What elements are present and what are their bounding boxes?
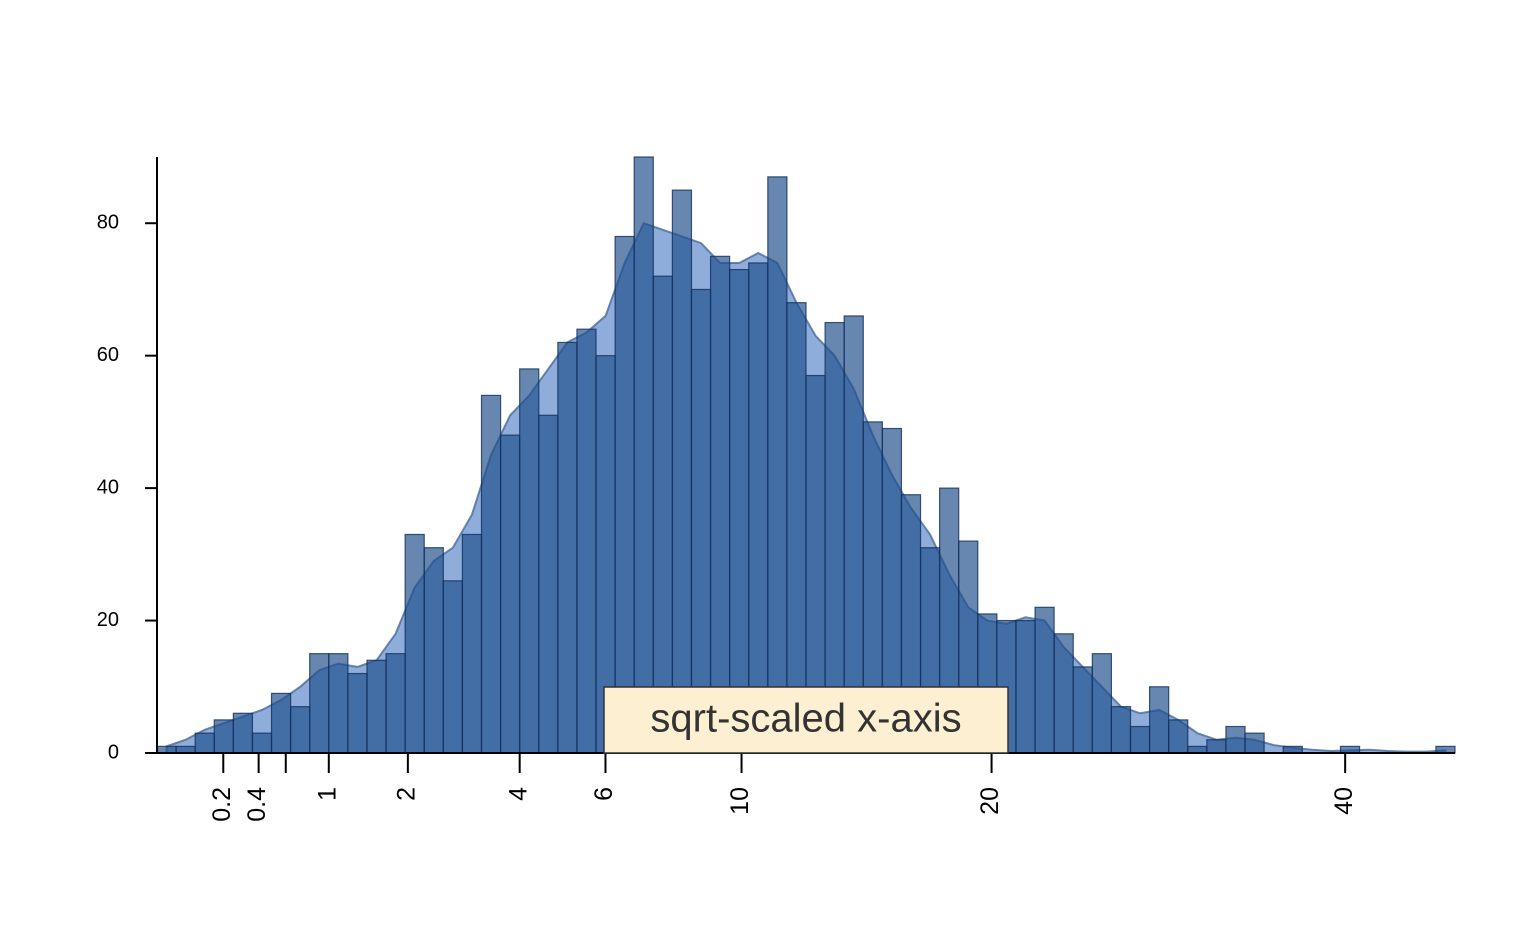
x-tick-label: 10: [726, 787, 754, 815]
annotation-box: [603, 686, 1009, 754]
bar: [290, 706, 311, 754]
x-tick-label: 40: [1330, 787, 1358, 815]
bar: [1034, 606, 1055, 754]
y-tick-label: 80: [97, 212, 119, 234]
y-tick-label: 60: [97, 344, 119, 366]
bar: [499, 434, 521, 754]
bar: [729, 268, 750, 754]
y-tick-label: 0: [108, 741, 119, 763]
bar: [519, 368, 540, 754]
bar: [480, 394, 502, 754]
x-tick-label: 20: [976, 787, 1004, 815]
bar: [366, 659, 387, 754]
y-tick-label: 20: [97, 609, 119, 631]
bar: [270, 692, 292, 754]
x-tick-label: 0.2: [208, 787, 236, 822]
bar: [347, 672, 368, 754]
x-tick-label: 2: [392, 787, 420, 801]
bar: [1225, 725, 1246, 754]
x-tick-label: 0.4: [243, 787, 271, 822]
bar: [748, 262, 769, 754]
bar: [1091, 653, 1113, 754]
bar: [385, 653, 406, 754]
bar: [652, 275, 673, 754]
x-tick-label: 4: [504, 787, 532, 801]
bar: [557, 341, 578, 754]
bar: [1053, 633, 1074, 754]
bar: [423, 547, 444, 754]
bar: [213, 719, 234, 754]
bar: [538, 414, 559, 754]
bar: [709, 255, 731, 754]
bar: [328, 653, 349, 754]
annotation: sqrt-scaled x-axis: [603, 686, 1009, 754]
bar: [442, 580, 464, 754]
bar: [671, 189, 693, 754]
bar: [1015, 619, 1036, 754]
bar: [1244, 732, 1265, 754]
bar: [461, 533, 483, 754]
bar: [1206, 739, 1227, 754]
bar: [1129, 725, 1151, 754]
bar: [690, 288, 712, 754]
bar: [576, 328, 597, 754]
bar: [1168, 719, 1189, 754]
bar: [404, 533, 425, 754]
bar: [1110, 706, 1132, 754]
bar: [232, 712, 254, 754]
bar: [309, 653, 330, 754]
annotation-text: sqrt-scaled x-axis: [650, 697, 961, 741]
bar: [1148, 686, 1170, 754]
bar: [786, 302, 807, 754]
bar: [194, 732, 215, 754]
bar: [633, 156, 654, 754]
bar: [767, 176, 788, 754]
bar: [251, 732, 273, 754]
x-tick-label: 6: [590, 787, 618, 801]
x-tick-label: 1: [313, 787, 341, 801]
bar: [614, 235, 635, 754]
bar: [1072, 666, 1093, 754]
y-tick-label: 40: [97, 476, 119, 498]
